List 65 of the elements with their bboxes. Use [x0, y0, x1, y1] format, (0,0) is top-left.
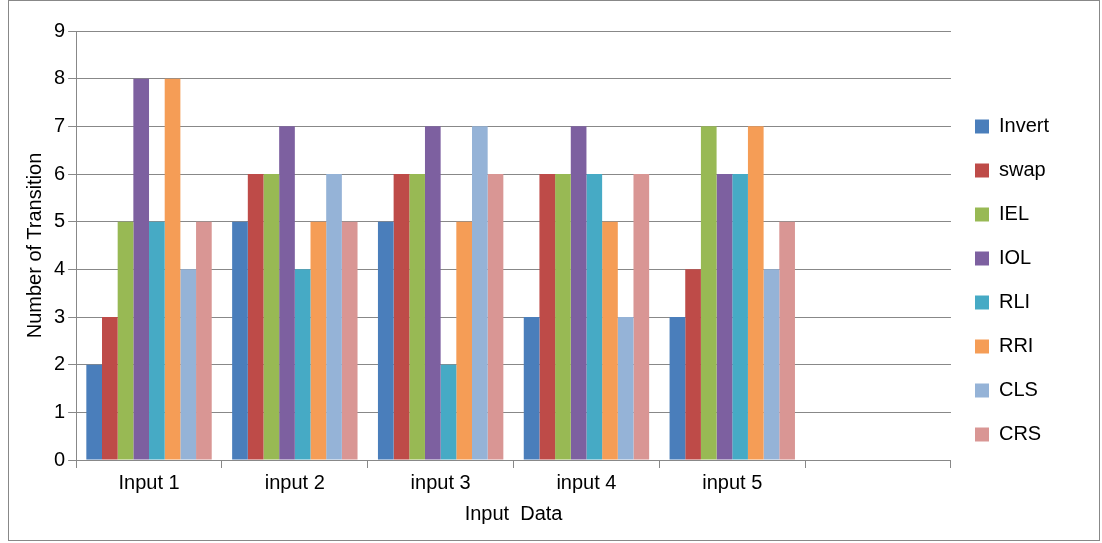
bar: [555, 174, 571, 460]
bar: [424, 126, 441, 460]
bar: [456, 221, 472, 460]
legend-label: CLS: [998, 378, 1038, 401]
x-tick-label: input 5: [702, 470, 763, 493]
legend-label: swap: [998, 158, 1046, 181]
bar: [409, 174, 425, 460]
x-tick-label: input 4: [556, 470, 617, 493]
legend-label: CRS: [998, 422, 1042, 445]
bar: [102, 317, 118, 460]
legend-label: IEL: [998, 202, 1030, 225]
bar: [472, 126, 488, 460]
bar: [669, 317, 686, 460]
bar: [716, 174, 733, 460]
y-axis-title: Number of Transition: [22, 152, 45, 339]
y-tick-label: 6: [54, 161, 66, 184]
bar: [310, 221, 327, 460]
bar: [279, 126, 295, 460]
bar: [602, 221, 618, 460]
bar: [263, 174, 280, 460]
x-axis-title: Input Data: [464, 501, 564, 524]
bar: [487, 174, 504, 460]
bar: [539, 174, 556, 460]
y-tick-label: 9: [54, 18, 66, 41]
y-tick-label: 7: [54, 113, 66, 136]
bar: [763, 269, 780, 460]
y-tick-label: 5: [54, 209, 66, 232]
bar: [586, 174, 603, 460]
legend-label: RLI: [998, 290, 1031, 313]
y-tick-label: 8: [54, 66, 66, 89]
bar: [732, 174, 748, 460]
y-tick-label: 4: [54, 256, 66, 279]
x-tick-label: Input 1: [118, 470, 180, 493]
legend-label: Invert: [998, 114, 1050, 137]
bar: [232, 221, 248, 460]
bar: [180, 269, 197, 460]
bar: [747, 126, 764, 460]
x-tick-label: input 2: [264, 470, 325, 493]
bar: [247, 174, 264, 460]
bar: [149, 221, 165, 460]
bar: [133, 78, 150, 460]
bar: [377, 221, 394, 460]
bar: [617, 317, 634, 460]
y-tick-label: 3: [54, 304, 66, 327]
legend-label: RRI: [998, 334, 1034, 357]
bar: [685, 269, 701, 460]
bar: [633, 174, 650, 460]
bar: [164, 78, 181, 460]
bar: [440, 364, 457, 460]
bar: [326, 174, 342, 460]
bar: [117, 221, 134, 460]
y-tick-label: 1: [54, 399, 66, 422]
legend-label: IOL: [998, 246, 1032, 269]
bar: [341, 221, 358, 460]
bar: [570, 126, 587, 460]
bar: [393, 174, 410, 460]
x-tick-label: input 3: [410, 470, 471, 493]
bar: [86, 364, 102, 460]
y-tick-label: 2: [54, 352, 66, 375]
bar: [779, 221, 795, 460]
bar: [196, 221, 212, 460]
bar: [523, 317, 540, 460]
bar: [700, 126, 717, 460]
bar: [294, 269, 311, 460]
y-tick-label: 0: [54, 447, 66, 470]
